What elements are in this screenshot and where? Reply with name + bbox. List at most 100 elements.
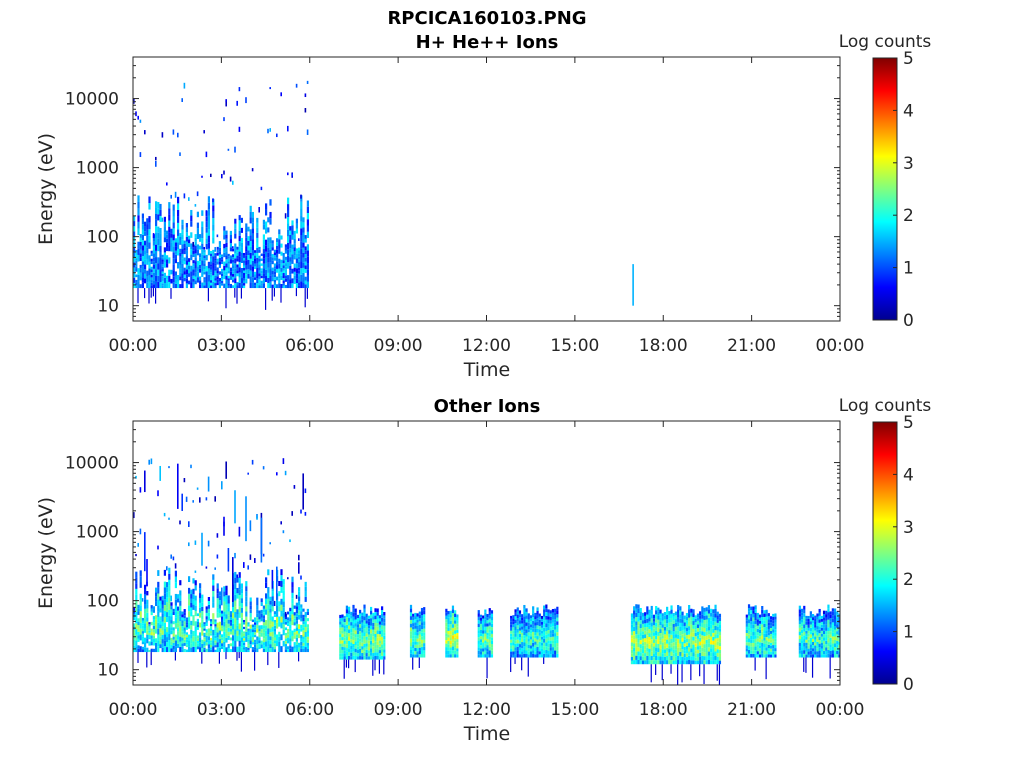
spectrogram-cell [148,634,151,638]
spectrogram-cell [133,616,136,621]
spectrogram-cell [183,633,186,637]
spectrogram-cell [201,210,204,216]
spectrogram-cell [756,644,759,648]
spectrogram-cell [295,623,298,628]
spectrogram-cell [234,268,237,274]
spectrogram-cell [188,634,191,641]
spectrogram-cell [479,633,483,637]
spectrogram-cell [836,624,839,628]
spectrogram-cell [803,624,806,628]
spectrogram-cell [177,623,180,628]
spectrogram-cell [225,623,228,629]
spectrogram-cell [174,640,177,647]
spectrogram-cell [661,631,664,636]
spectrogram-cell [451,605,455,610]
spectrogram-cell [809,631,812,635]
spectrogram-cell [144,532,146,572]
spectrogram-cell [166,627,169,633]
spectrogram-cell [267,592,270,599]
spectrogram-cell [177,463,179,509]
spectrogram-cell [516,650,519,654]
spectrogram-cell [833,650,837,655]
spectrogram-cell [304,288,306,308]
spectrogram-cell [265,269,268,276]
spectrogram-cell [381,640,384,645]
spectrogram-cell [756,638,759,642]
spectrogram-cell [543,642,546,647]
spectrogram-cell [345,640,349,645]
spectrogram-cell [185,269,188,275]
spectrogram-cell [194,253,197,258]
spectrogram-cell [273,649,276,653]
spectrogram-cell [273,257,276,261]
spectrogram-cell [282,458,285,465]
spectrogram-cell [447,644,450,648]
spectrogram-cell [412,638,415,642]
spectrogram-cell [650,655,653,661]
spectrogram-cell [280,586,283,593]
spectrogram-cell [163,569,166,576]
spectrogram-cell [170,228,173,234]
spectrogram-cell [225,246,228,252]
spectrogram-cell [251,642,254,645]
spectrogram-cell [174,634,177,641]
spectrogram-cell [258,207,260,213]
spectrogram-cell [690,656,693,661]
spectrogram-cell [298,642,301,648]
spectrogram-cell [181,614,184,618]
spectrogram-cell [754,635,757,639]
spectrogram-cell [361,619,364,623]
spectrogram-cell [216,234,219,238]
spectrogram-cell [345,624,349,629]
spectrogram-cell [276,238,279,243]
spectrogram-cell [365,626,368,631]
spectrogram-cell [194,276,197,281]
spectrogram-cell [661,620,664,625]
spectrogram-cell [350,642,353,646]
spectrogram-cell [836,617,839,622]
spectrogram-cell [454,633,457,638]
spectrogram-cell [245,260,248,265]
spectrogram-cell [679,626,682,632]
spectrogram-cell [372,616,375,620]
spectrogram-cell [289,618,292,622]
spectrogram-cell [168,585,171,592]
spectrogram-cell [672,627,675,632]
spectrogram-cell [747,653,751,658]
spectrogram-cell [518,640,522,645]
spectrogram-cell [423,639,426,644]
spectrogram-cell [276,261,279,266]
spectrogram-cell [378,643,382,647]
spectrogram-cell [772,623,775,627]
spectrogram-cell [679,639,682,644]
spectrogram-cell [148,229,151,236]
spectrogram-cell [150,635,153,639]
spectrogram-cell [139,570,142,577]
spectrogram-cell [754,631,757,636]
spectrogram-cell [293,230,296,235]
spectrogram-cell [543,609,546,613]
spectrogram-cell [221,283,224,286]
spectrogram-cell [265,598,268,605]
spectrogram-cell [146,224,149,230]
spectrogram-cell [223,626,226,632]
spectrogram-cell [181,268,184,274]
spectrogram-cell [181,625,184,629]
spectrogram-cell [210,637,213,641]
spectrogram-cell [807,615,810,619]
spectrogram-cell [670,664,672,674]
spectrogram-cell [752,628,755,633]
spectrogram-cell [699,622,702,627]
spectrogram-cell [229,622,232,626]
spectrogram-cell [181,631,184,635]
spectrogram-cell [137,608,140,612]
spectrogram-cell [414,622,417,626]
spectrogram-cell [179,268,182,273]
spectrogram-cell [229,637,232,641]
spectrogram-cell [372,639,375,643]
spectrogram-cell [194,641,197,647]
spectrogram-cell [141,617,144,621]
spectrogram-cell [356,640,360,644]
spectrogram-cell [287,255,290,263]
spectrogram-cell [284,244,287,248]
